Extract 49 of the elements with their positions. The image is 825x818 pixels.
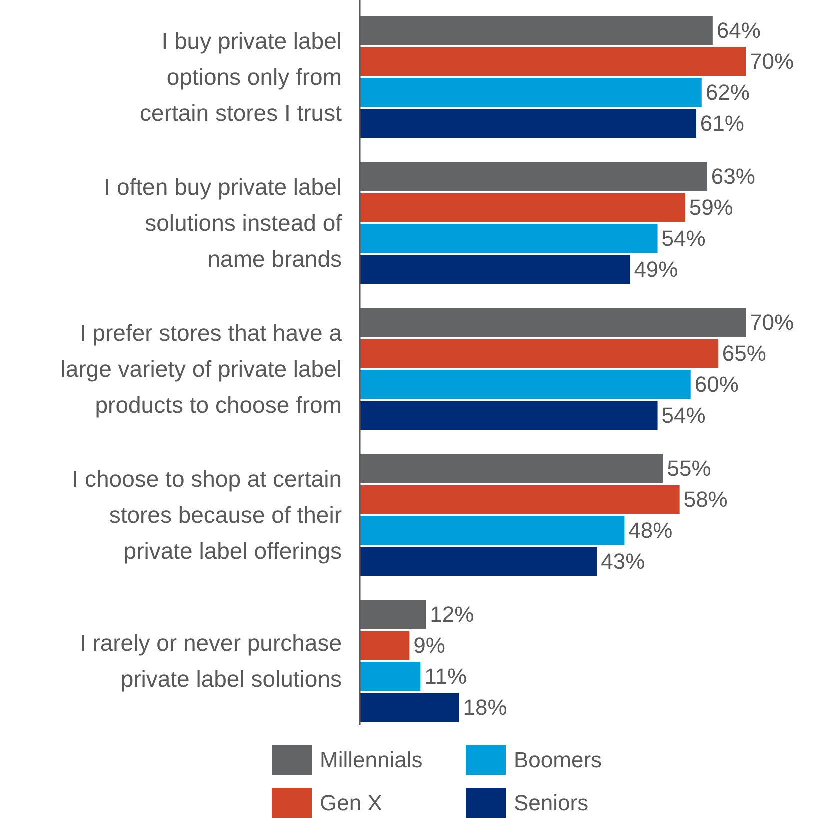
data-label: 64% xyxy=(716,18,761,44)
bar xyxy=(360,631,410,660)
bar xyxy=(360,78,702,107)
bar xyxy=(360,401,658,430)
data-label: 60% xyxy=(694,372,739,398)
bar xyxy=(360,370,691,399)
data-label: 54% xyxy=(662,403,706,428)
y-tick-label: I rarely or never purchase private label solutions xyxy=(80,630,342,692)
data-label: 12% xyxy=(430,602,474,628)
bar xyxy=(360,16,713,45)
bar xyxy=(360,454,664,483)
data-label: 58% xyxy=(684,487,728,512)
legend-label: Seniors xyxy=(514,790,589,816)
y-tick-label: I buy private label options only from certain stores I trust xyxy=(140,28,343,126)
legend-label: Gen X xyxy=(320,790,383,816)
bar xyxy=(360,162,708,191)
data-label: 54% xyxy=(662,226,706,252)
data-label: 9% xyxy=(414,633,446,658)
data-label: 43% xyxy=(601,549,646,574)
data-label: 48% xyxy=(628,518,673,544)
bar xyxy=(360,485,680,514)
y-tick-label: I choose to shop at certain stores because of their private label offerings xyxy=(72,466,342,564)
data-label: 55% xyxy=(667,456,712,482)
y-tick-label: I often buy private label solutions instead of name brands xyxy=(104,174,343,272)
bar xyxy=(360,255,630,284)
data-label: 18% xyxy=(463,695,508,720)
bar xyxy=(360,662,421,691)
bar xyxy=(360,547,598,576)
data-label: 70% xyxy=(750,310,794,336)
bar xyxy=(360,308,746,337)
data-label: 11% xyxy=(424,664,468,690)
data-label: 49% xyxy=(634,257,678,282)
bar xyxy=(360,47,746,76)
y-tick-label: I prefer stores that have a large variety of private label products to choose from xyxy=(60,320,342,418)
data-label: 70% xyxy=(750,49,794,74)
bar xyxy=(360,600,426,629)
bar xyxy=(360,339,718,368)
bar xyxy=(360,693,460,722)
bar xyxy=(360,193,686,222)
legend-label: Boomers xyxy=(514,748,602,773)
bar xyxy=(360,224,658,253)
bar xyxy=(360,516,625,545)
data-label: 59% xyxy=(689,195,734,220)
data-label: 61% xyxy=(700,111,744,136)
data-label: 63% xyxy=(711,164,756,190)
legend-label: Millennials xyxy=(320,748,423,773)
bar xyxy=(360,109,696,138)
data-label: 62% xyxy=(706,80,750,106)
data-label: 65% xyxy=(722,341,766,366)
